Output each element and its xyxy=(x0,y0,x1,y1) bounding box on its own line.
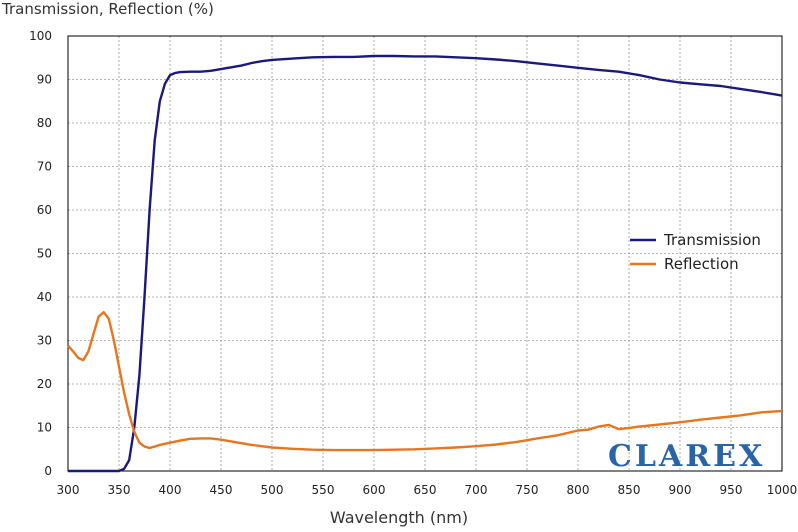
y-tick-label: 100 xyxy=(29,29,52,43)
x-tick-label: 800 xyxy=(567,483,590,497)
x-tick-label: 1000 xyxy=(767,483,798,497)
chart-grid xyxy=(68,36,782,471)
x-tick-label: 550 xyxy=(312,483,335,497)
series-line-transmission xyxy=(68,54,783,473)
x-tick-label: 350 xyxy=(108,483,131,497)
x-tick-labels: 300 350 400 450 500 550 600 650 700 750 800 850 900 9… xyxy=(57,483,798,497)
x-tick-label: 700 xyxy=(465,483,488,497)
x-tick-label: 750 xyxy=(516,483,539,497)
y-tick-label: 50 xyxy=(37,247,52,261)
x-axis-label: Wavelength (nm) xyxy=(329,508,469,527)
y-tick-labels: 0 10 20 30 40 50 60 70 80 90 100 xyxy=(29,29,52,478)
y-tick-label: 20 xyxy=(37,377,52,391)
x-tick-label: 400 xyxy=(159,483,182,497)
y-tick-label: 80 xyxy=(37,116,52,130)
series-lines xyxy=(67,54,783,473)
y-tick-label: 10 xyxy=(37,421,52,435)
x-tick-label: 300 xyxy=(57,483,80,497)
plot-frame xyxy=(67,35,783,472)
series-line-reflection xyxy=(67,311,783,452)
x-tick-label: 500 xyxy=(261,483,284,497)
clarex-logo: CLAREX xyxy=(608,439,765,474)
y-tick-label: 70 xyxy=(37,160,52,174)
y-tick-label: 0 xyxy=(44,464,52,478)
x-tick-label: 950 xyxy=(720,483,743,497)
y-tick-label: 40 xyxy=(37,290,52,304)
x-tick-label: 850 xyxy=(618,483,641,497)
x-tick-label: 450 xyxy=(210,483,233,497)
legend-label-reflection: Reflection xyxy=(664,255,739,273)
legend-label-transmission: Transmission xyxy=(663,231,761,249)
legend: Transmission Reflection xyxy=(630,231,761,273)
y-axis-label: Transmission, Reflection (%) xyxy=(2,0,214,18)
x-tick-label: 600 xyxy=(363,483,386,497)
y-tick-label: 90 xyxy=(37,73,52,87)
x-tick-label: 900 xyxy=(669,483,692,497)
x-tick-label: 650 xyxy=(414,483,437,497)
y-tick-label: 30 xyxy=(37,334,52,348)
y-tick-label: 60 xyxy=(37,203,52,217)
